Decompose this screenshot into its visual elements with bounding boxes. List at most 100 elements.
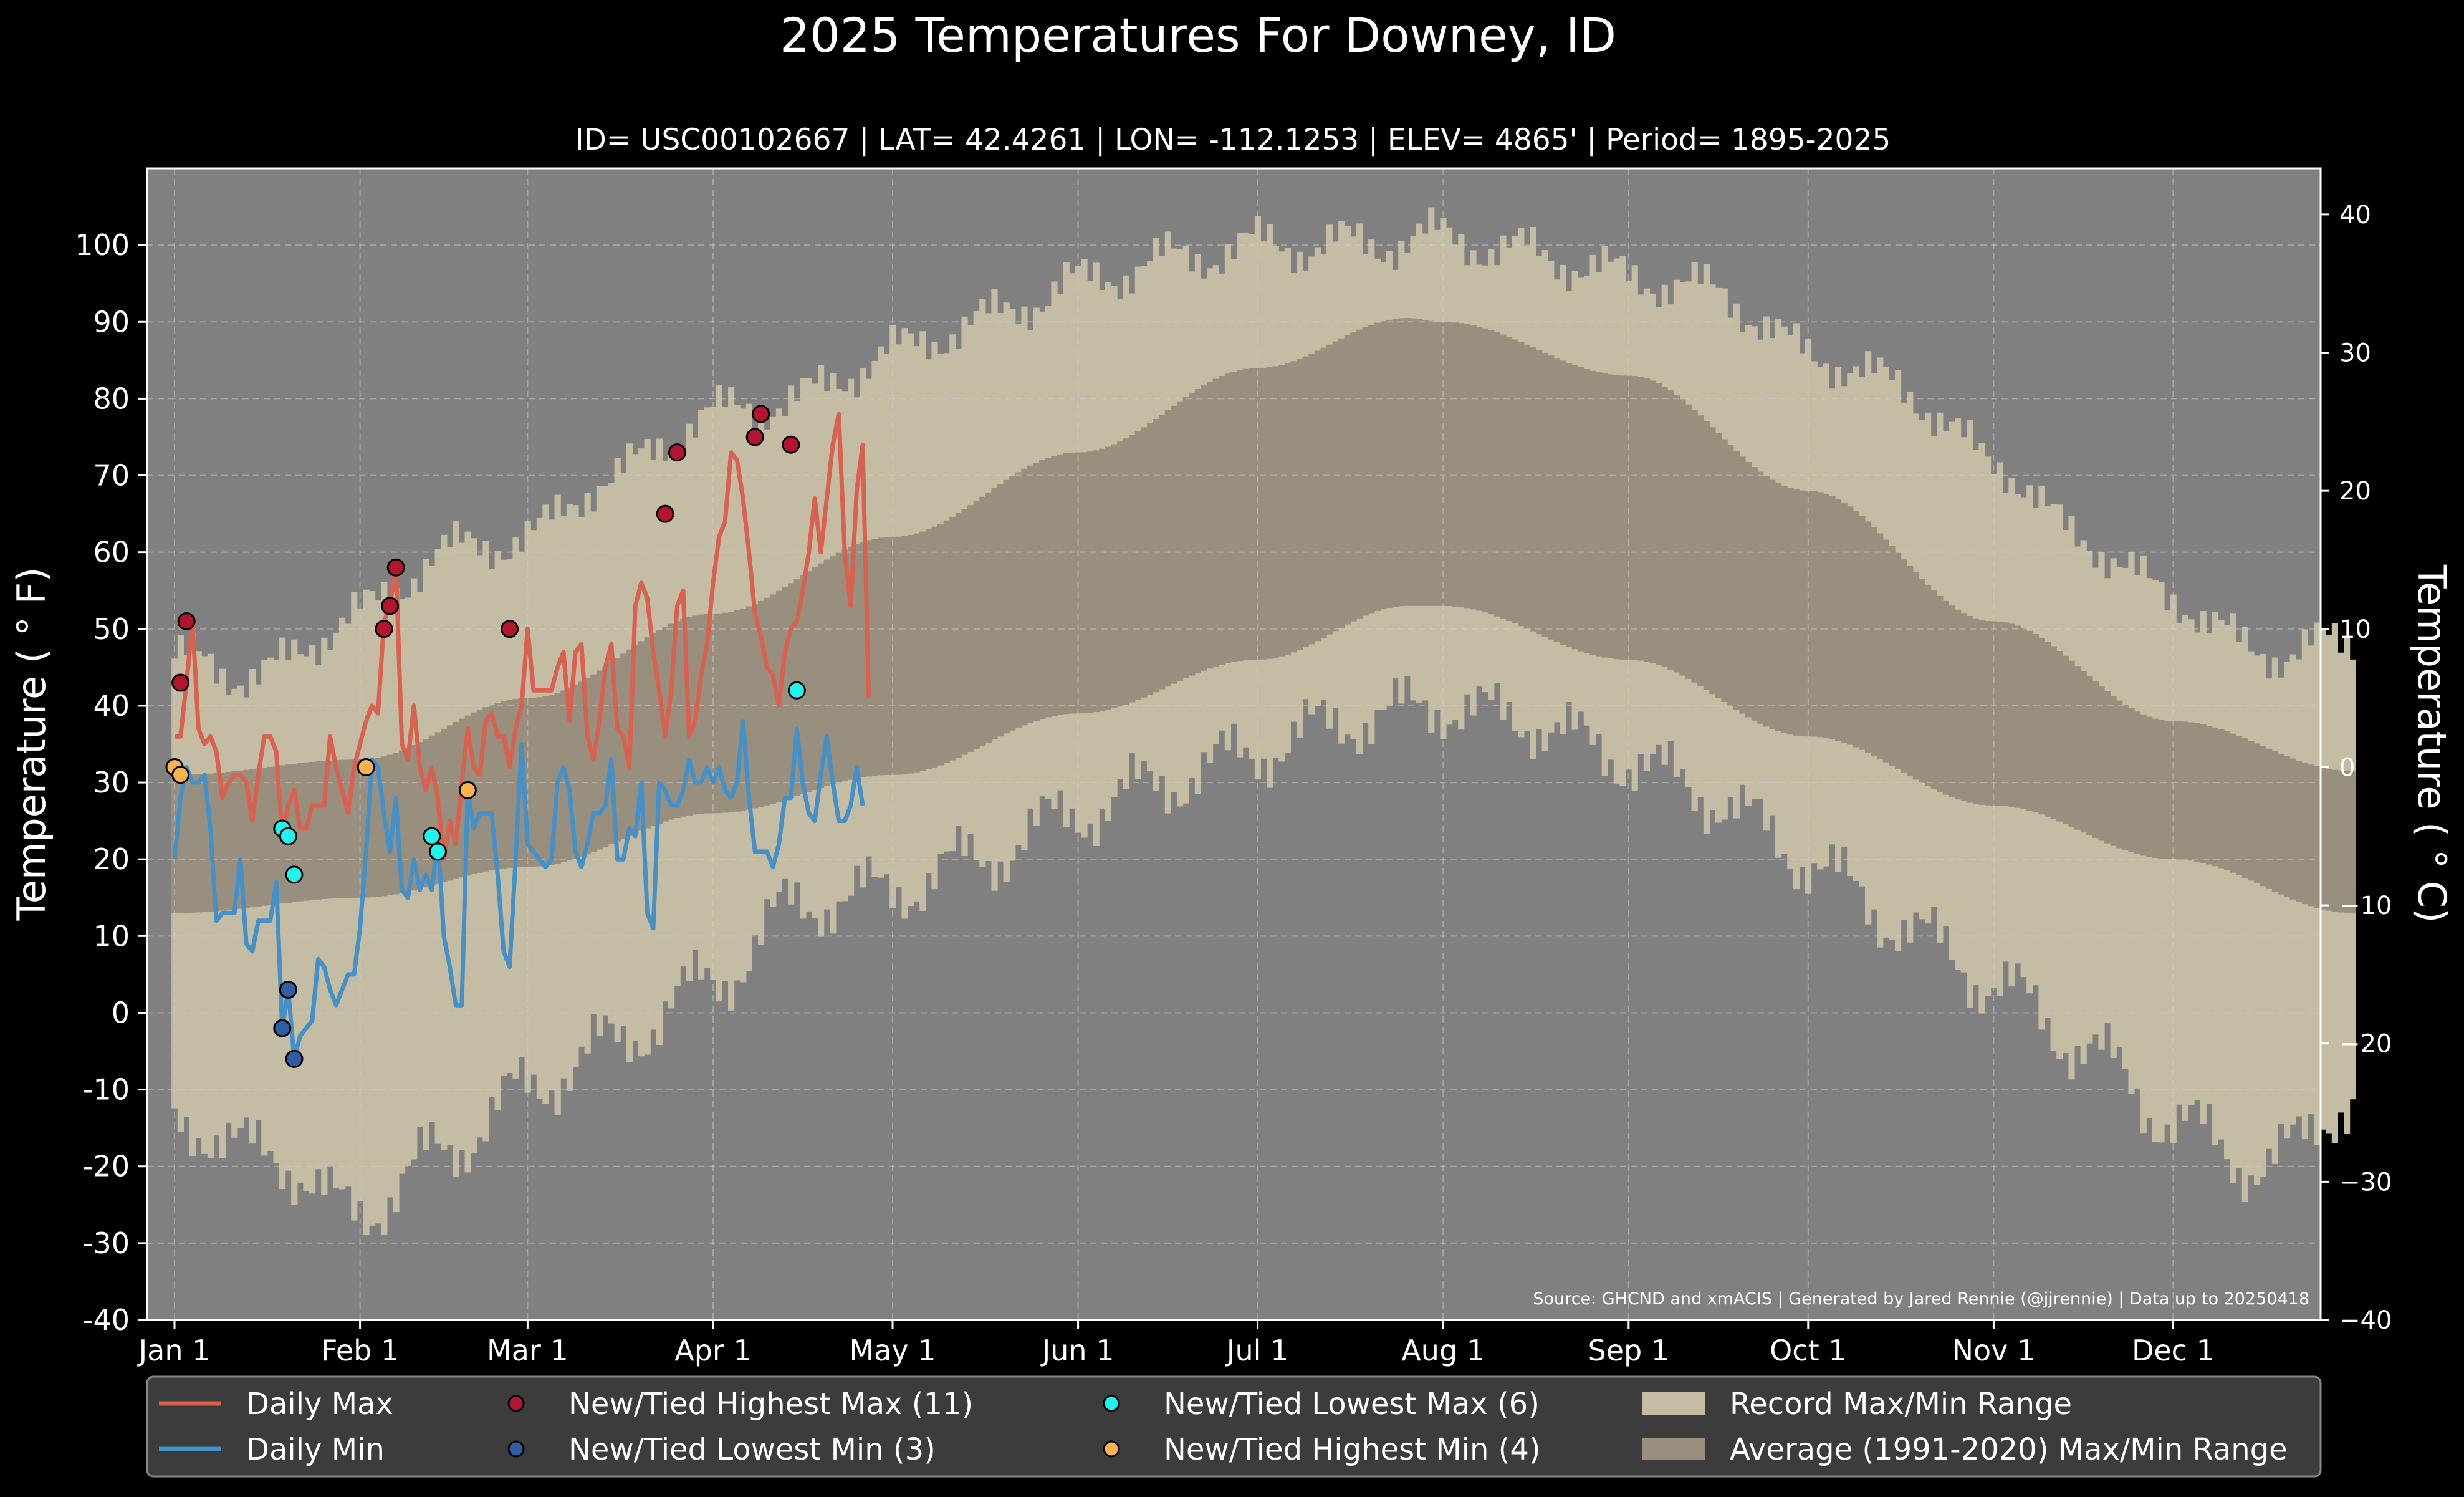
normal-range-bar <box>549 695 555 865</box>
normal-range-bar <box>1320 347 1327 638</box>
normal-range-bar <box>243 769 250 908</box>
normal-range-bar <box>1302 356 1309 648</box>
normal-range-bar <box>536 697 543 867</box>
normal-range-bar <box>1727 445 1734 706</box>
normal-range-bar <box>1237 370 1244 662</box>
normal-range-bar <box>614 658 621 842</box>
normal-range-bar <box>1506 337 1513 621</box>
normal-range-bar <box>973 501 980 749</box>
normal-range-bar <box>1871 527 1877 756</box>
record-range-bar <box>261 660 268 1156</box>
record-range-bar <box>2212 612 2218 1145</box>
normal-range-bar <box>2212 727 2218 867</box>
normal-range-bar <box>2278 753 2284 895</box>
normal-range-bar <box>1123 438 1129 705</box>
normal-range-bar <box>1398 318 1405 607</box>
normal-range-bar <box>1972 618 1979 804</box>
normal-range-bar <box>1290 361 1297 653</box>
normal-range-bar <box>710 614 717 814</box>
normal-range-bar <box>2152 718 2159 859</box>
y-tick-label-right: −10 <box>2339 892 2392 920</box>
normal-range-bar <box>2026 630 2033 811</box>
y-tick-label-left: 20 <box>93 842 130 876</box>
normal-range-bar <box>2038 637 2045 815</box>
normal-range-bar <box>231 771 238 910</box>
y-tick-label-left: -40 <box>83 1303 130 1337</box>
normal-range-bar <box>1571 365 1578 650</box>
normal-range-bar <box>1853 511 1859 748</box>
record-low-min-marker <box>285 1049 304 1068</box>
normal-range-bar <box>327 760 333 899</box>
y-tick-label-right: 10 <box>2339 615 2371 644</box>
normal-range-bar <box>1212 378 1219 667</box>
x-tick-label: Mar 1 <box>487 1334 568 1367</box>
normal-range-bar <box>1560 360 1566 645</box>
normal-range-bar <box>895 536 902 775</box>
y-tick-label-right: −30 <box>2339 1168 2392 1196</box>
normal-range-bar <box>446 725 453 881</box>
y-tick-label-left: 30 <box>93 766 130 799</box>
normal-range-bar <box>494 703 501 870</box>
normal-range-bar <box>1823 493 1829 738</box>
record-high-max-marker <box>386 558 405 577</box>
normal-range-bar <box>1297 359 1303 650</box>
legend-dot-swatch <box>507 1440 525 1458</box>
record-range-bar <box>303 656 310 1191</box>
normal-range-bar <box>1907 566 1914 776</box>
record-range-bar <box>2241 627 2248 1203</box>
normal-range-bar <box>1990 621 1997 806</box>
normal-range-bar <box>1134 431 1141 700</box>
normal-range-bar <box>2248 741 2255 881</box>
normal-range-bar <box>2140 714 2147 856</box>
normal-range-bar <box>2301 763 2308 905</box>
normal-range-bar <box>1284 363 1291 655</box>
normal-range-bar <box>704 614 711 814</box>
record-range-bar <box>2284 662 2291 1139</box>
normal-range-bar <box>1219 376 1225 665</box>
normal-range-bar <box>2284 756 2291 897</box>
normal-range-bar <box>482 707 489 872</box>
normal-range-bar <box>1745 461 1752 718</box>
normal-range-bar <box>1578 367 1584 652</box>
normal-range-bar <box>1751 467 1758 721</box>
normal-range-bar <box>1985 620 1992 806</box>
normal-range-bar <box>2200 724 2207 863</box>
normal-range-bar <box>2224 731 2231 870</box>
legend-box <box>146 1375 2322 1478</box>
normal-range-bar <box>1446 322 1453 607</box>
normal-range-bar <box>1847 506 1854 745</box>
normal-range-bar <box>979 496 986 746</box>
normal-range-bar <box>955 513 962 758</box>
record-range-bar <box>2170 594 2177 1143</box>
record-high-max-marker <box>501 620 519 638</box>
normal-range-bar <box>1949 605 1955 797</box>
normal-range-bar <box>1476 326 1483 611</box>
record-range-bar <box>363 589 370 1236</box>
record-high-max-marker <box>381 597 400 615</box>
normal-range-bar <box>1027 465 1034 723</box>
normal-range-bar <box>2116 700 2123 849</box>
normal-range-bar <box>303 762 310 901</box>
normal-range-bar <box>644 637 651 829</box>
x-tick-label: Feb 1 <box>321 1334 399 1367</box>
normal-range-bar <box>1799 490 1806 736</box>
record-range-bar <box>279 637 286 1190</box>
normal-range-bar <box>1601 373 1608 658</box>
normal-range-bar <box>596 670 603 850</box>
record-range-bar <box>285 660 292 1171</box>
normal-range-bar <box>2098 686 2105 841</box>
normal-range-bar <box>584 678 591 855</box>
record-low-min-marker <box>273 1019 292 1037</box>
normal-range-bar <box>1553 358 1560 642</box>
normal-range-bar <box>2074 666 2081 830</box>
y-tick-label-left: 100 <box>75 228 130 262</box>
normal-range-bar <box>1781 486 1788 733</box>
normal-range-bar <box>1960 613 1967 802</box>
normal-range-bar <box>225 771 232 910</box>
normal-range-bar <box>1267 367 1273 659</box>
normal-range-bar <box>2092 681 2099 839</box>
normal-range-bar <box>1159 414 1166 690</box>
normal-range-bar <box>339 759 346 898</box>
normal-range-bar <box>937 523 944 766</box>
